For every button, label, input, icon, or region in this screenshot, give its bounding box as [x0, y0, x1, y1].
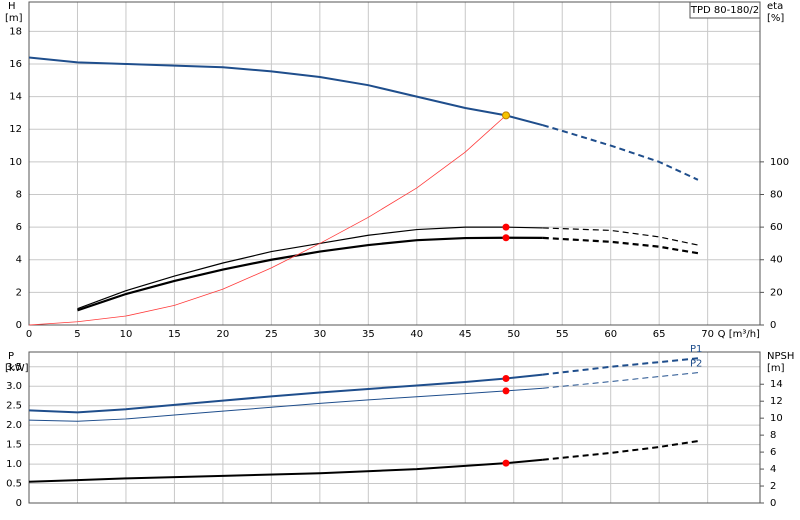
y-tick-label: 1.0: [6, 459, 22, 470]
y-tick-label: 18: [9, 26, 22, 37]
x-tick-label: 40: [410, 329, 423, 340]
operating-point: [502, 387, 510, 395]
y-tick-label: 2.0: [6, 420, 22, 431]
y2-axis-label: eta: [767, 1, 783, 12]
plot-frame: [28, 1, 761, 326]
y2-axis-label: NPSH: [767, 351, 794, 362]
y-tick-label: 0: [16, 498, 22, 509]
y-tick-label: 10: [9, 157, 22, 168]
series-line: [28, 387, 543, 422]
y2-tick-label: 60: [770, 222, 783, 233]
y-tick-label: 6: [16, 222, 22, 233]
x-tick-label: 50: [507, 329, 520, 340]
y-tick-label: 4: [16, 255, 22, 266]
series-line: [542, 236, 699, 255]
x-tick-label: 5: [74, 329, 80, 340]
x-tick-label: 35: [362, 329, 375, 340]
series-line: [542, 372, 699, 389]
x-tick-label: 55: [556, 329, 569, 340]
y2-tick-label: 100: [770, 157, 789, 168]
y-tick-label: 12: [9, 124, 22, 135]
series-line: [28, 373, 543, 414]
y2-tick-label: 2: [770, 481, 776, 492]
y2-tick-label: 80: [770, 189, 783, 200]
y2-tick-label: 4: [770, 464, 776, 475]
x-tick-label: 10: [120, 329, 133, 340]
series-line: [542, 440, 699, 461]
y-axis-unit: [kW]: [5, 363, 29, 374]
y-tick-label: 3.5: [6, 362, 22, 373]
plot-frame: [28, 351, 761, 504]
y-tick-label: 2.5: [6, 401, 22, 412]
x-tick-label: 15: [168, 329, 181, 340]
y2-tick-label: 10: [770, 413, 783, 424]
operating-point: [502, 223, 510, 231]
x-tick-label: 30: [313, 329, 326, 340]
x-axis-label: Q [m³/h]: [718, 329, 760, 340]
series-line: [542, 227, 699, 246]
y-axis-label: H: [8, 1, 16, 12]
x-tick-label: 45: [459, 329, 472, 340]
x-tick-label: 25: [265, 329, 278, 340]
x-tick-label: 0: [26, 329, 32, 340]
y2-tick-label: 6: [770, 447, 776, 458]
y2-tick-label: 0: [770, 320, 776, 331]
x-tick-label: 20: [217, 329, 230, 340]
y-tick-label: 0: [16, 320, 22, 331]
title-box: [689, 1, 761, 19]
y-tick-label: 14: [9, 92, 22, 103]
series-line: [542, 124, 699, 181]
y-tick-label: 3.0: [6, 381, 22, 392]
series-label: P1: [690, 344, 702, 355]
series-line: [28, 56, 544, 127]
y2-axis-unit: [%]: [767, 13, 784, 24]
series-line: [542, 357, 699, 376]
x-tick-label: 65: [653, 329, 666, 340]
operating-point: [502, 459, 510, 467]
y2-tick-label: 40: [770, 255, 783, 266]
y2-tick-label: 14: [770, 379, 783, 390]
series-line: [28, 458, 543, 483]
y-axis-label: P: [8, 351, 14, 362]
operating-point: [502, 374, 510, 382]
y-tick-label: 2: [16, 287, 22, 298]
chart-title: TPD 80-180/2: [690, 5, 759, 16]
y-tick-label: 1.5: [6, 440, 22, 451]
series-line: [28, 115, 507, 326]
x-tick-label: 70: [701, 329, 714, 340]
y2-axis-unit: [m]: [767, 363, 785, 374]
operating-point: [501, 111, 510, 120]
series-label: P2: [690, 359, 702, 370]
y2-tick-label: 20: [770, 287, 783, 298]
series-line: [77, 226, 543, 310]
y-tick-label: 16: [9, 59, 22, 70]
operating-point: [502, 234, 510, 242]
series-line: [77, 236, 543, 312]
x-tick-label: 60: [604, 329, 617, 340]
y2-tick-label: 12: [770, 396, 783, 407]
y2-tick-label: 0: [770, 498, 776, 509]
y-tick-label: 8: [16, 189, 22, 200]
y2-tick-label: 8: [770, 430, 776, 441]
y-axis-unit: [m]: [5, 13, 23, 24]
y-tick-label: 0.5: [6, 479, 22, 490]
